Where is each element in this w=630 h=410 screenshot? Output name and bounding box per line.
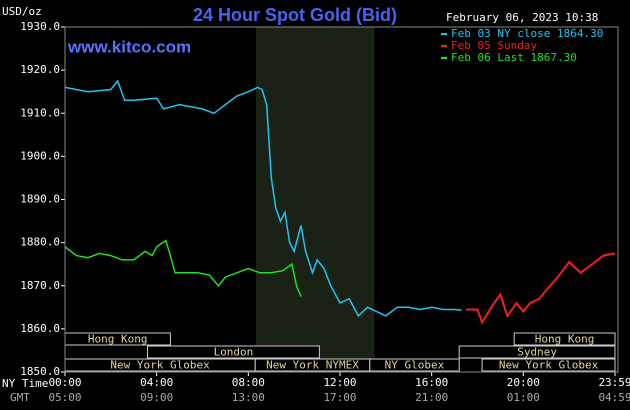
x-tick-label: 00:00	[48, 376, 81, 389]
session-label: New York Globex	[499, 359, 599, 372]
chart-title: 24 Hour Spot Gold (Bid)	[193, 5, 397, 25]
price-line	[466, 252, 616, 325]
legend-label: Feb 06 Last 1867.30	[451, 51, 577, 64]
session-label: New York Globex	[110, 359, 210, 372]
x-row-label: NY Time	[2, 377, 48, 390]
x-tick-label: 04:00	[140, 376, 173, 389]
x2-tick-label: 01:00	[507, 391, 540, 404]
y-tick-label: 1910.0	[20, 106, 60, 119]
x2-tick-label: 04:59	[598, 391, 630, 404]
x2-tick-label: 21:00	[415, 391, 448, 404]
plot-frame	[64, 26, 619, 373]
x2-tick-label: 05:00	[48, 391, 81, 404]
y-tick-label: 1860.0	[20, 322, 60, 335]
legend-label: Feb 03 NY close 1864.30	[451, 27, 603, 40]
y-axis-label: USD/oz	[2, 5, 42, 18]
session-label: NY Globex	[385, 359, 445, 372]
x-row-label: GMT	[10, 391, 30, 404]
y-tick-label: 1880.0	[20, 236, 60, 249]
session-bar	[458, 345, 616, 359]
legend-label: Feb 05 Sunday	[451, 39, 537, 52]
watermark: www.kitco.com	[67, 37, 191, 56]
price-line	[64, 239, 302, 297]
session-label: Hong Kong	[535, 333, 595, 346]
x2-tick-label: 13:00	[232, 391, 265, 404]
session-bar	[147, 345, 320, 359]
x2-tick-label: 17:00	[323, 391, 356, 404]
x2-tick-label: 09:00	[140, 391, 173, 404]
x-tick-label: 16:00	[415, 376, 448, 389]
y-tick-label: 1930.0	[20, 20, 60, 33]
session-label: London	[214, 346, 254, 359]
session-bar	[481, 358, 616, 372]
x-tick-label: 08:00	[232, 376, 265, 389]
y-tick-label: 1920.0	[20, 63, 60, 76]
session-bar	[369, 358, 460, 372]
session-label: New York NYMEX	[266, 359, 359, 372]
session-label: Hong Kong	[88, 333, 148, 346]
session-bar	[513, 332, 616, 346]
x-tick-label: 20:00	[507, 376, 540, 389]
x-tick-label: 23:59	[598, 376, 630, 389]
y-tick-label: 1890.0	[20, 193, 60, 206]
price-line	[64, 79, 462, 318]
y-tick-label: 1850.0	[20, 365, 60, 378]
x-tick-label: 12:00	[323, 376, 356, 389]
date-label: February 06, 2023 10:38	[446, 11, 598, 24]
y-tick-label: 1870.0	[20, 279, 60, 292]
y-tick-label: 1900.0	[20, 149, 60, 162]
highlight-band	[255, 27, 375, 372]
session-label: Sydney	[517, 346, 557, 359]
